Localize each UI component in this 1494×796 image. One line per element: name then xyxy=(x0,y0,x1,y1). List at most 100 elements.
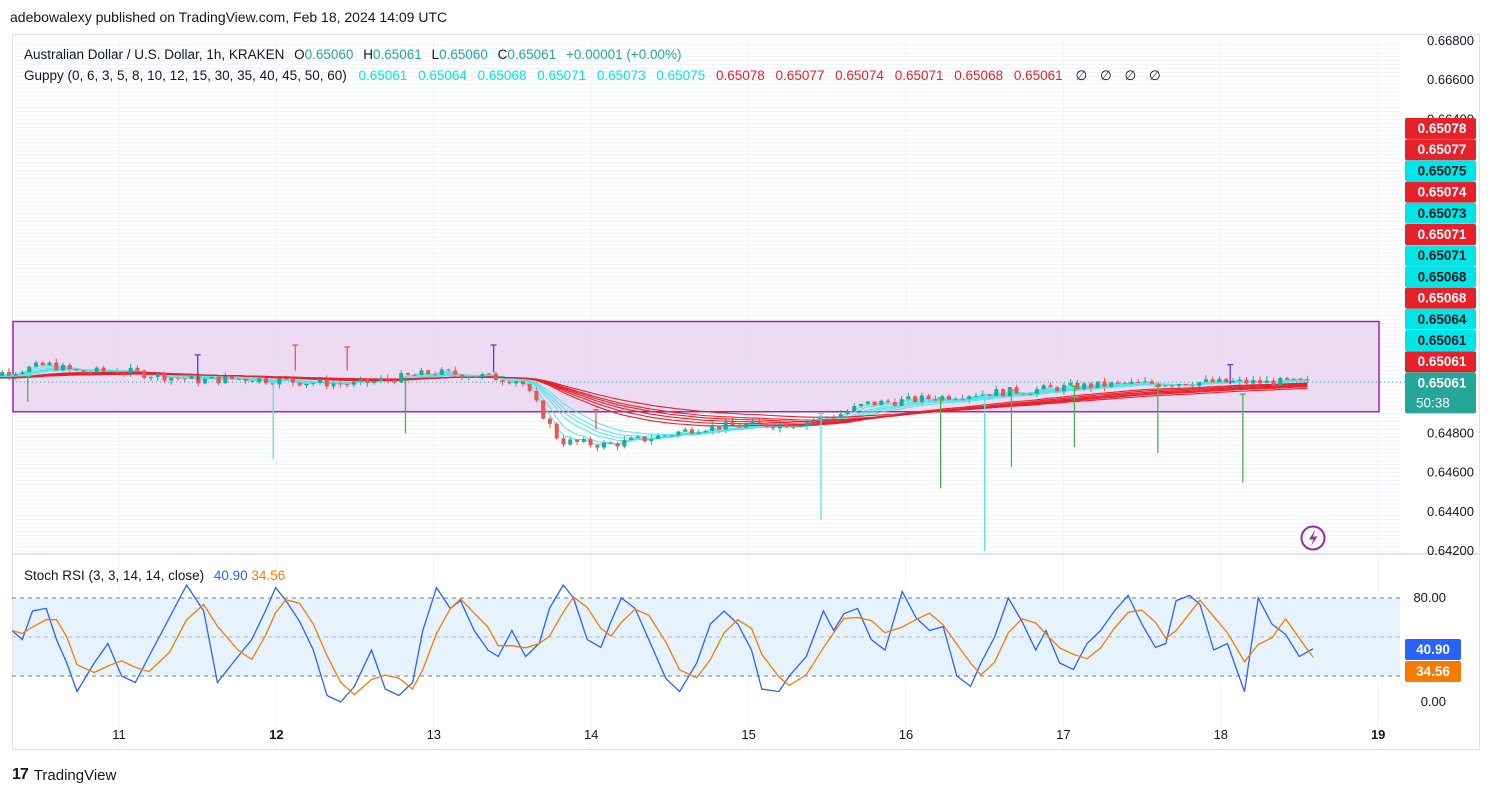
candle-body xyxy=(804,422,809,427)
candle-body xyxy=(1217,378,1222,383)
candle-body xyxy=(304,383,309,386)
candle-body xyxy=(67,364,72,370)
candle-body xyxy=(318,379,323,384)
candle-body xyxy=(723,422,728,430)
guppy-long-emas xyxy=(0,371,1308,427)
candle-body xyxy=(811,420,816,423)
candle-body xyxy=(980,394,985,396)
candle-body xyxy=(1143,381,1148,383)
range-rectangle[interactable] xyxy=(12,320,1380,413)
stoch-d-badge xyxy=(1405,661,1461,682)
candle-body xyxy=(284,378,289,380)
stoch-k-line xyxy=(11,583,1314,703)
candle-body xyxy=(1109,382,1114,387)
candle-body xyxy=(771,426,776,429)
candle-body xyxy=(324,379,329,387)
price-badge-label: 0.65068 xyxy=(1418,291,1467,306)
guppy-legend: Guppy (0, 6, 3, 5, 8, 10, 12, 15, 30, 35… xyxy=(24,68,1161,83)
candle-body xyxy=(1028,393,1033,395)
price-badge xyxy=(1405,287,1476,309)
candle-body xyxy=(1068,382,1073,386)
price-axis[interactable]: 0.668000.666000.664000.648000.646000.644… xyxy=(1427,33,1474,558)
candle-body xyxy=(493,373,498,381)
stoch-legend: Stoch RSI (3, 3, 14, 14, close) 40.90 34… xyxy=(24,568,285,583)
candle-body xyxy=(33,362,38,367)
candle-body xyxy=(1021,393,1026,395)
tradingview-brand[interactable]: TradingView xyxy=(33,766,117,784)
candle-body xyxy=(290,379,295,383)
candle-body xyxy=(615,443,620,447)
candle-body xyxy=(831,417,836,419)
candle-body xyxy=(1291,378,1296,380)
candle-body xyxy=(345,384,350,386)
candle-body xyxy=(547,418,552,424)
candle-body xyxy=(1122,382,1127,384)
price-tick-label: 0.64400 xyxy=(1427,504,1474,519)
candle-body xyxy=(541,400,546,419)
candle-body xyxy=(1102,381,1107,387)
candle-body xyxy=(656,435,661,440)
candle-body xyxy=(209,376,214,379)
guppy-title: Guppy (0, 6, 3, 5, 8, 10, 12, 15, 30, 35… xyxy=(24,68,347,83)
price-badge xyxy=(1405,266,1476,288)
candle-body xyxy=(61,364,66,371)
candle-body xyxy=(784,423,789,428)
candle-body xyxy=(250,380,255,383)
time-tick-label: 13 xyxy=(427,727,441,742)
candle-body xyxy=(1041,385,1046,390)
candle-body xyxy=(0,372,5,376)
candle-body xyxy=(230,376,235,379)
time-axis[interactable]: 11 12 13 14 15 16 17 18 19 xyxy=(112,727,1385,742)
countdown-label: 50:38 xyxy=(1416,395,1450,410)
time-tick-label: 11 xyxy=(112,727,126,742)
candle-body xyxy=(764,423,769,427)
candle-body xyxy=(1190,385,1195,387)
candle-body xyxy=(744,424,749,428)
tradingview-logo-icon[interactable]: 17 xyxy=(12,766,29,783)
candle-body xyxy=(1224,378,1229,383)
price-tick-label: 0.64200 xyxy=(1427,543,1474,558)
candle-body xyxy=(1278,378,1283,386)
candle-body xyxy=(689,429,694,434)
candle-body xyxy=(6,372,11,376)
price-badge xyxy=(1405,245,1476,267)
price-badge xyxy=(1405,160,1476,182)
price-badge xyxy=(1405,308,1476,330)
candle-body xyxy=(1183,384,1188,386)
open-value: 0.65060 xyxy=(305,47,354,62)
candle-body xyxy=(466,377,471,379)
candle-body xyxy=(1007,387,1012,397)
candle-body xyxy=(74,369,79,371)
candle-body xyxy=(1082,383,1087,390)
price-badge xyxy=(1405,118,1476,139)
candle-body xyxy=(1210,379,1215,383)
price-badge-label: 0.65061 xyxy=(1418,333,1467,348)
candle-body xyxy=(223,376,228,384)
candle-body xyxy=(696,432,701,434)
candle-body xyxy=(642,436,647,442)
candle-body xyxy=(189,376,194,380)
candle-body xyxy=(1197,382,1202,386)
candle-body xyxy=(351,381,356,385)
candle-body xyxy=(602,442,607,448)
stoch-axis[interactable]: 80.00 0.00 40.90 34.56 xyxy=(1405,590,1461,709)
candle-body xyxy=(1285,378,1290,380)
candle-body xyxy=(378,378,383,381)
candle-body xyxy=(88,372,93,374)
candle-body xyxy=(148,377,153,379)
stoch-d-value: 34.56 xyxy=(251,568,285,583)
time-tick-label: 16 xyxy=(899,727,913,742)
candle-body xyxy=(1075,382,1080,390)
candle-body xyxy=(514,381,519,384)
candle-body xyxy=(825,417,830,419)
candle-body xyxy=(487,373,492,375)
candle-body xyxy=(872,401,877,406)
lightning-icon[interactable] xyxy=(1300,525,1326,551)
candle-body xyxy=(432,374,437,376)
candle-body xyxy=(879,400,884,406)
candle-body xyxy=(121,372,126,374)
candle-body xyxy=(676,431,681,436)
candle-body xyxy=(845,411,850,414)
time-tick-label: 15 xyxy=(741,727,755,742)
